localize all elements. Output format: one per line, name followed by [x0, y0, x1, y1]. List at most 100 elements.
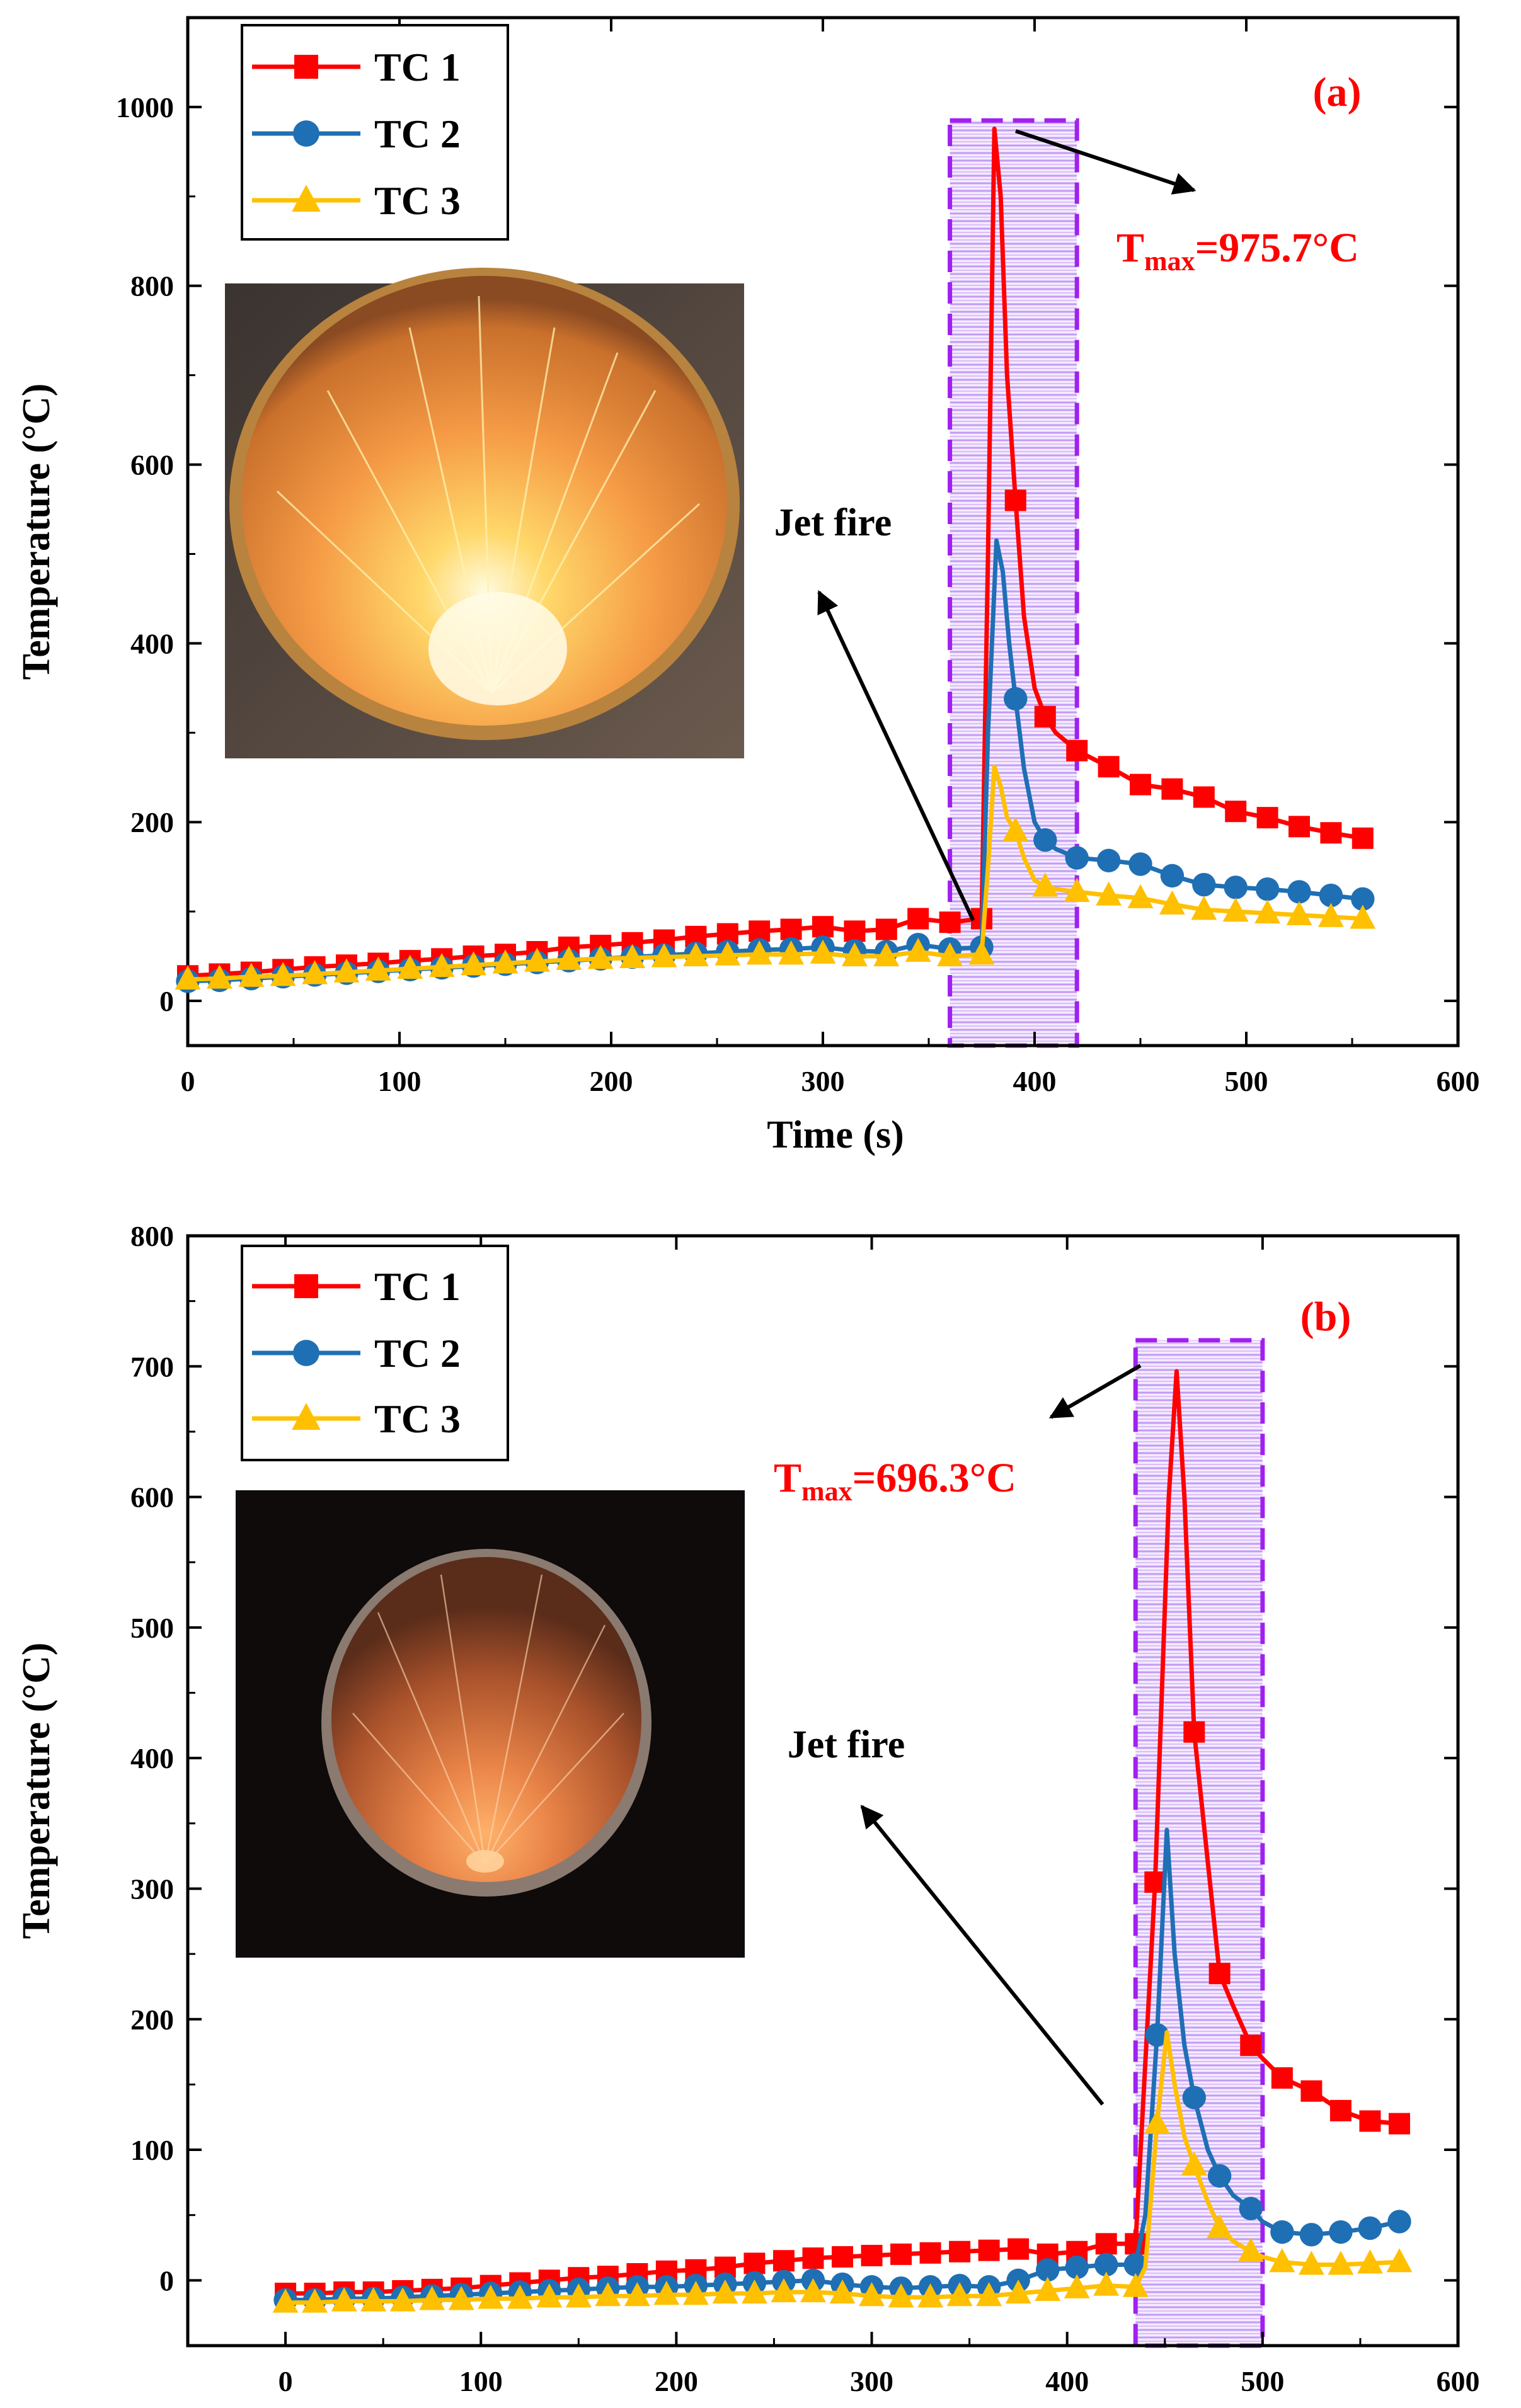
data-point [1181, 2151, 1207, 2176]
data-point [1035, 2276, 1061, 2302]
legend-label: TC 1 [374, 45, 461, 89]
data-point [1287, 880, 1311, 904]
y-tick-label: 0 [159, 985, 174, 1017]
data-point [1255, 877, 1280, 901]
data-point [1271, 2067, 1293, 2089]
data-point [1065, 846, 1089, 870]
data-point [1183, 1721, 1205, 1743]
series-tc-3 [272, 2030, 1413, 2313]
panel-b: 0 100 200 300 400 500 600 0 100 200 300 400 500 600 70… [15, 1220, 1480, 2397]
data-point [1320, 822, 1342, 844]
legend-entry-3: TC 3 [252, 178, 461, 223]
x-tick-label: 600 [1437, 2365, 1480, 2397]
data-point [1161, 778, 1183, 800]
y-tick-label: 0 [159, 2264, 174, 2297]
data-point [1225, 801, 1247, 823]
data-point [1096, 848, 1121, 872]
data-point [1318, 903, 1344, 927]
panel-b-legend: TC 1 TC 2 TC 3 [241, 1245, 509, 1461]
data-point [619, 944, 645, 968]
panel-b-spark-streaks [352, 1574, 624, 1865]
panel-a-annotations: Jet fire Tmax=975.7°C (a) [774, 69, 1362, 922]
legend-entry-2: TC 2 [252, 111, 461, 156]
x-tick-label: 0 [181, 1065, 195, 1097]
data-point [1239, 2196, 1263, 2221]
tmax-arrow [1015, 129, 1197, 195]
data-point [772, 2250, 795, 2272]
data-point [293, 1340, 319, 1366]
data-point [1240, 2034, 1262, 2057]
tmax-label: Tmax=975.7°C [1116, 225, 1359, 277]
x-tick-label: 100 [459, 2365, 503, 2397]
data-point [365, 956, 391, 981]
data-point [478, 2285, 504, 2309]
data-point [771, 2278, 797, 2303]
panel-label: (a) [1313, 69, 1362, 115]
data-point [292, 1403, 321, 1430]
x-tick-label: 200 [590, 1065, 633, 1097]
x-tick-label: 400 [1013, 1065, 1057, 1097]
data-point [1286, 901, 1312, 925]
panel-b-inset-photo [236, 1490, 745, 1958]
data-point [1007, 2238, 1030, 2260]
data-point [1032, 872, 1059, 897]
y-tick-label: 600 [130, 449, 174, 481]
data-point [238, 962, 265, 987]
data-point [1122, 2273, 1149, 2297]
data-point [1254, 899, 1280, 924]
data-point [448, 2286, 474, 2310]
data-point [294, 1274, 318, 1298]
data-point [1004, 489, 1026, 511]
data-point [389, 2287, 416, 2312]
data-point [939, 911, 961, 933]
data-point [1144, 2109, 1170, 2134]
data-point [873, 942, 900, 967]
data-point [651, 943, 677, 967]
data-point [1005, 2279, 1031, 2304]
data-point [1145, 2023, 1169, 2047]
data-point [1208, 1963, 1231, 1985]
data-point [888, 2283, 914, 2308]
data-point [1299, 2223, 1324, 2247]
panel-a-plot [175, 126, 1376, 993]
data-point [978, 2239, 1000, 2261]
data-point [1207, 2214, 1233, 2239]
legend-box [241, 1245, 509, 1461]
jet-fire-arrow [817, 590, 975, 922]
data-point [1035, 2258, 1060, 2282]
data-point [294, 55, 318, 79]
data-point [653, 2281, 680, 2305]
tmax-label: Tmax=696.3°C [774, 1455, 1016, 1507]
data-point [302, 960, 328, 984]
panel-b-axes: 0 100 200 300 400 500 600 0 100 200 300 400 500 600 70… [15, 1220, 1480, 2397]
data-point [800, 2278, 826, 2303]
data-point [1289, 816, 1310, 838]
panel-a-axes: 0 100 200 300 400 500 600 0 200 400 600 800 1000 Time… [15, 16, 1480, 1156]
data-point [1130, 773, 1151, 796]
data-point [331, 2287, 357, 2312]
data-point [293, 120, 319, 147]
series-tc-3 [175, 764, 1376, 990]
data-point [780, 918, 802, 940]
data-point [1388, 2113, 1410, 2135]
data-point [917, 2283, 943, 2308]
data-point [1224, 876, 1248, 899]
data-point [1034, 705, 1056, 728]
data-point [832, 2246, 854, 2268]
y-tick-label: 200 [130, 806, 174, 838]
data-point [919, 2242, 941, 2264]
data-point [1352, 827, 1374, 849]
panel-a-inset-photo [225, 268, 744, 758]
data-point [1096, 881, 1122, 906]
data-point [1094, 2252, 1118, 2277]
x-tick-label: 200 [655, 2365, 698, 2397]
panel-label: (b) [1300, 1294, 1352, 1340]
legend-entry-3: TC 3 [252, 1396, 461, 1441]
data-point [1004, 687, 1028, 711]
x-axis-label: Time (s) [767, 1114, 904, 1156]
data-point [1159, 890, 1185, 915]
x-tick-label: 500 [1225, 1065, 1268, 1097]
data-point [743, 2252, 766, 2274]
x-tick-label: 100 [378, 1065, 422, 1097]
